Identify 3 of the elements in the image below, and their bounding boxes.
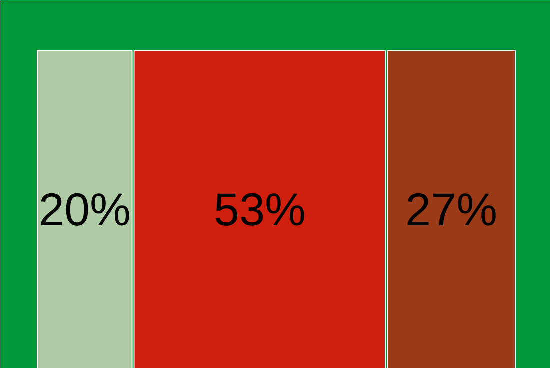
data-label: 27% <box>405 184 498 236</box>
data-label: 53% <box>214 184 306 236</box>
data-label: 20% <box>38 184 131 236</box>
